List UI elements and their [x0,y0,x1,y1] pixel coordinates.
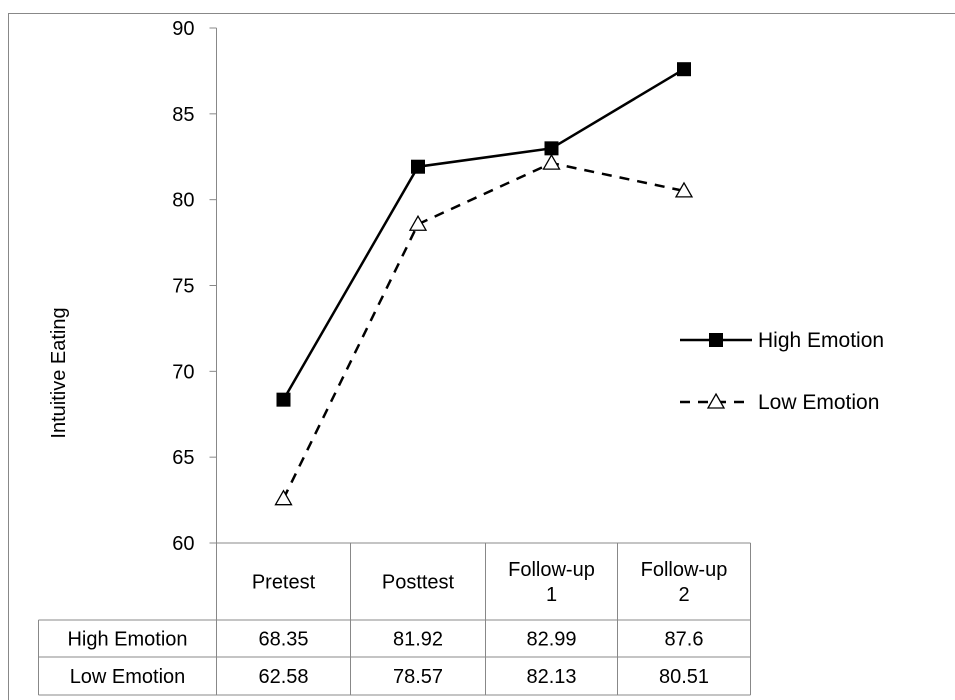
data-point-low-emotion [408,214,428,231]
series-line-low-emotion [282,161,685,500]
table-cell-value: 80.51 [659,666,709,688]
chart-frame [8,13,955,700]
table-cell-value: 68.35 [258,629,308,651]
legend-marker-triangle [706,392,726,409]
legend-label: Low Emotion [758,391,879,414]
x-category-label: 1 [546,584,557,606]
data-table: Pretest Posttest Follow-up 1 Follow-up 2 High … [38,542,751,696]
table-cell-value: 82.13 [526,666,576,688]
y-tick-label-90: 90 [172,18,194,40]
y-tick-label-75: 75 [172,276,194,298]
data-point-low-emotion [542,153,561,170]
y-axis: 60 65 70 75 80 85 90 [172,18,217,555]
x-category-label: Pretest [252,572,316,594]
table-row-label: High Emotion [67,629,187,651]
legend: High Emotion Low Emotion [680,329,884,414]
data-point-high-emotion [276,392,291,407]
x-category-label: Posttest [382,572,455,594]
data-point-low-emotion [674,181,694,198]
x-category-label: 2 [678,584,689,606]
table-cell-value: 81.92 [393,629,443,651]
y-tick-label-60: 60 [172,533,194,555]
data-point-high-emotion [411,159,425,174]
y-tick-label-85: 85 [172,104,194,126]
series-layer [274,62,694,506]
legend-label: High Emotion [758,329,884,352]
table-cell-value: 62.58 [258,666,308,688]
y-tick-label-70: 70 [172,361,194,383]
table-row-label: Low Emotion [70,666,186,688]
y-tick-label-80: 80 [172,190,194,212]
data-point-high-emotion [677,62,691,77]
y-axis-label: Intuitive Eating [48,307,70,438]
data-point-low-emotion [274,489,293,506]
x-category-label: Follow-up [508,559,595,581]
table-cell-value: 87.6 [665,629,704,651]
table-cell-value: 78.57 [393,666,443,688]
series-line-high-emotion [282,68,685,401]
y-tick-label-65: 65 [172,447,194,469]
legend-marker-square [709,333,723,347]
table-cell-value: 82.99 [526,629,576,651]
x-category-label: Follow-up [641,559,728,581]
data-point-high-emotion [544,141,559,156]
